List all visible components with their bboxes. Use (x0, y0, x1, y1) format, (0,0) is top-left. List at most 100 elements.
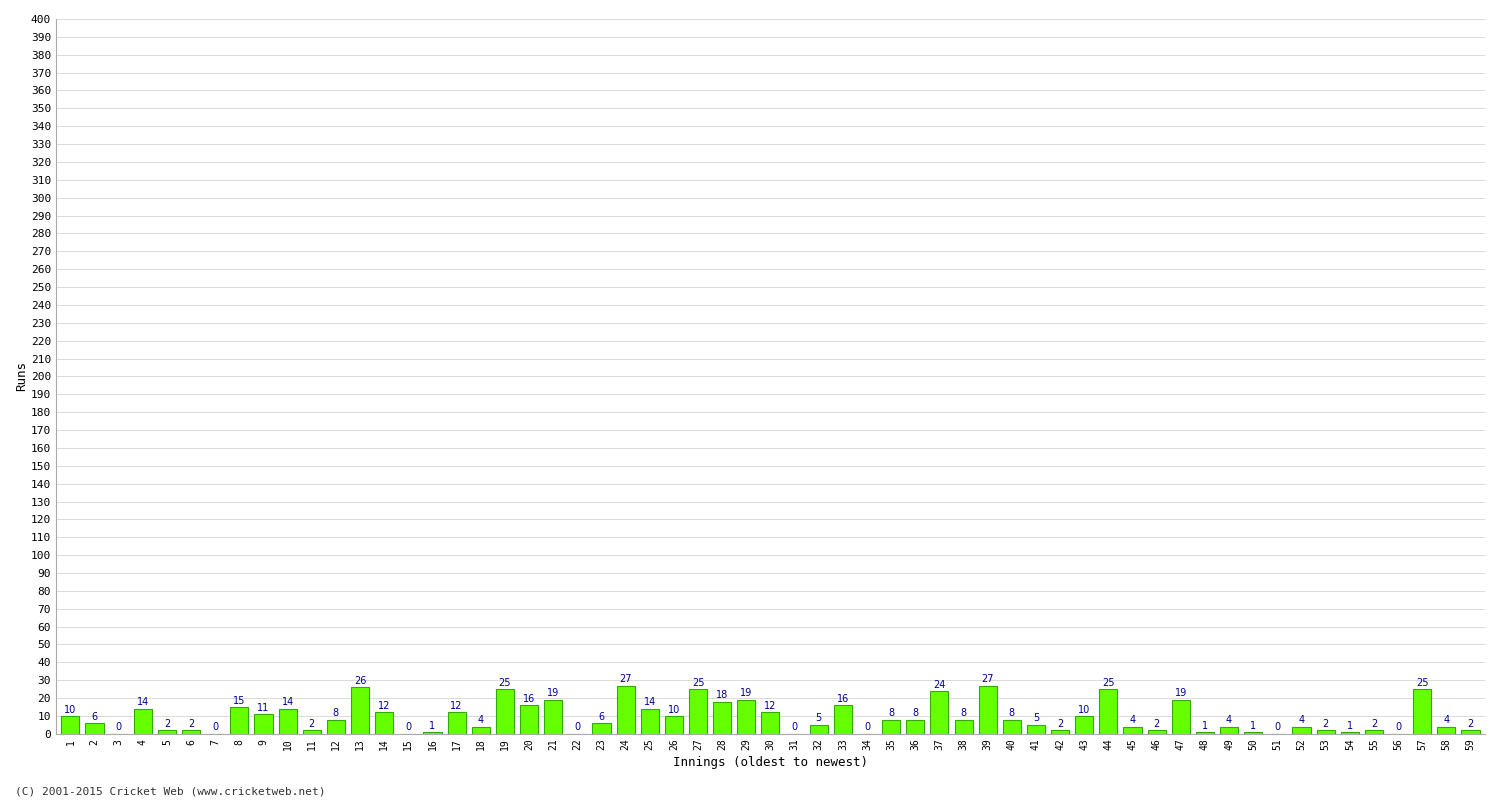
Text: 0: 0 (405, 722, 411, 733)
Text: 4: 4 (1130, 715, 1136, 726)
Bar (182, 730, 200, 734)
Bar (496, 689, 514, 734)
Text: 26: 26 (354, 676, 366, 686)
Text: 5: 5 (816, 714, 822, 723)
Bar (520, 706, 538, 734)
Bar (882, 719, 900, 734)
Bar (978, 686, 998, 734)
Text: 25: 25 (692, 678, 705, 688)
Text: 12: 12 (765, 701, 777, 711)
Text: 8: 8 (333, 708, 339, 718)
Text: 8: 8 (912, 708, 918, 718)
Text: 5: 5 (1034, 714, 1040, 723)
Bar (1100, 689, 1118, 734)
Bar (1365, 730, 1383, 734)
Text: 16: 16 (837, 694, 849, 704)
Bar (1124, 726, 1142, 734)
X-axis label: Innings (oldest to newest): Innings (oldest to newest) (674, 756, 868, 769)
Text: 10: 10 (64, 705, 76, 714)
Text: 2: 2 (1154, 719, 1160, 729)
Bar (688, 689, 706, 734)
Bar (1220, 726, 1238, 734)
Text: 14: 14 (282, 698, 294, 707)
Text: 15: 15 (232, 695, 246, 706)
Bar (1293, 726, 1311, 734)
Bar (303, 730, 321, 734)
Text: 6: 6 (92, 712, 98, 722)
Text: 16: 16 (524, 694, 536, 704)
Bar (423, 732, 441, 734)
Text: 1: 1 (1202, 721, 1208, 730)
Text: 6: 6 (598, 712, 604, 722)
Bar (834, 706, 852, 734)
Bar (1052, 730, 1070, 734)
Bar (375, 712, 393, 734)
Text: 14: 14 (136, 698, 148, 707)
Bar (592, 723, 610, 734)
Text: 8: 8 (888, 708, 894, 718)
Text: 10: 10 (1078, 705, 1090, 714)
Bar (640, 709, 658, 734)
Text: 2: 2 (1371, 719, 1377, 729)
Text: 25: 25 (1102, 678, 1114, 688)
Bar (810, 725, 828, 734)
Text: 0: 0 (792, 722, 798, 733)
Text: 11: 11 (258, 702, 270, 713)
Y-axis label: Runs: Runs (15, 362, 28, 391)
Bar (712, 702, 730, 734)
Bar (906, 719, 924, 734)
Bar (231, 707, 249, 734)
Text: 27: 27 (981, 674, 994, 684)
Bar (954, 719, 972, 734)
Text: 14: 14 (644, 698, 656, 707)
Text: 24: 24 (933, 679, 945, 690)
Bar (86, 723, 104, 734)
Text: 1: 1 (1250, 721, 1257, 730)
Text: 12: 12 (378, 701, 390, 711)
Bar (664, 716, 682, 734)
Text: 0: 0 (211, 722, 219, 733)
Text: 8: 8 (1010, 708, 1016, 718)
Text: 19: 19 (740, 689, 753, 698)
Text: 12: 12 (450, 701, 464, 711)
Bar (1437, 726, 1455, 734)
Text: 0: 0 (864, 722, 870, 733)
Text: 2: 2 (309, 719, 315, 729)
Bar (1172, 700, 1190, 734)
Text: (C) 2001-2015 Cricket Web (www.cricketweb.net): (C) 2001-2015 Cricket Web (www.cricketwe… (15, 786, 326, 796)
Bar (1317, 730, 1335, 734)
Text: 25: 25 (498, 678, 512, 688)
Text: 2: 2 (1323, 719, 1329, 729)
Text: 0: 0 (574, 722, 580, 733)
Text: 2: 2 (164, 719, 170, 729)
Text: 19: 19 (548, 689, 560, 698)
Bar (158, 730, 176, 734)
Bar (544, 700, 562, 734)
Text: 27: 27 (620, 674, 632, 684)
Bar (1076, 716, 1094, 734)
Text: 0: 0 (1395, 722, 1401, 733)
Bar (134, 709, 152, 734)
Bar (1004, 719, 1022, 734)
Bar (738, 700, 756, 734)
Text: 10: 10 (668, 705, 680, 714)
Text: 4: 4 (1443, 715, 1449, 726)
Bar (930, 691, 948, 734)
Text: 1: 1 (429, 721, 435, 730)
Bar (762, 712, 780, 734)
Bar (447, 712, 465, 734)
Text: 1: 1 (1347, 721, 1353, 730)
Text: 0: 0 (1275, 722, 1281, 733)
Text: 25: 25 (1416, 678, 1428, 688)
Bar (1148, 730, 1166, 734)
Text: 8: 8 (960, 708, 966, 718)
Text: 2: 2 (1058, 719, 1064, 729)
Text: 19: 19 (1174, 689, 1186, 698)
Bar (616, 686, 634, 734)
Bar (279, 709, 297, 734)
Bar (62, 716, 80, 734)
Text: 4: 4 (1226, 715, 1232, 726)
Text: 4: 4 (1299, 715, 1305, 726)
Text: 18: 18 (716, 690, 729, 700)
Bar (255, 714, 273, 734)
